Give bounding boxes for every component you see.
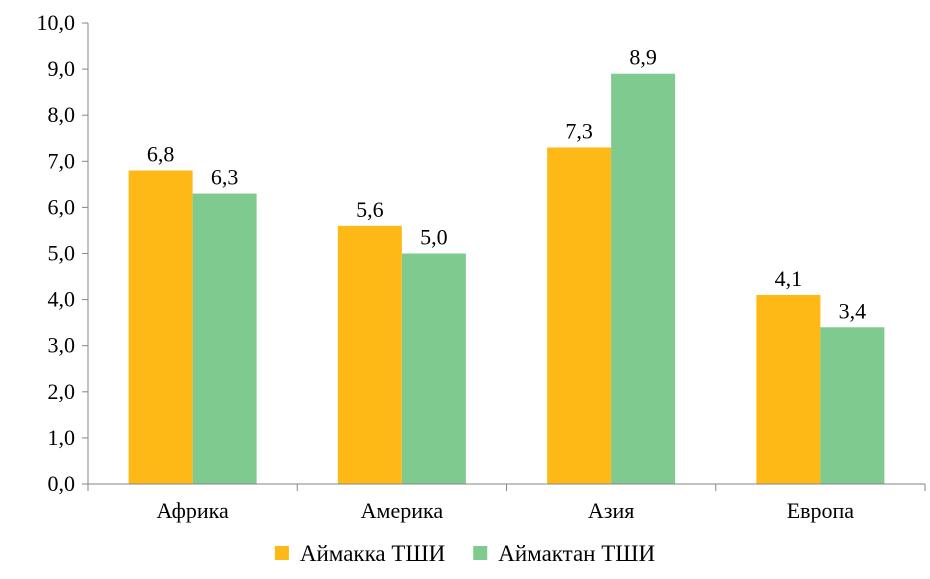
- bar: [611, 73, 676, 485]
- y-tick-label: 6,0: [48, 194, 76, 219]
- data-label: 3,4: [839, 298, 867, 323]
- x-tick-label: Азия: [588, 498, 634, 523]
- data-label: 8,9: [629, 45, 657, 70]
- x-tick-label: Европа: [787, 498, 855, 523]
- y-tick-label: 1,0: [48, 425, 76, 450]
- legend-item: Аймакка ТШИ: [274, 541, 445, 566]
- data-label: 4,1: [775, 266, 803, 291]
- bar: [820, 327, 885, 484]
- legend-swatch: [274, 546, 289, 560]
- data-label: 7,3: [565, 118, 593, 143]
- data-label: 5,0: [420, 225, 448, 250]
- y-tick-label: 2,0: [48, 379, 76, 404]
- y-tick-label: 8,0: [48, 102, 76, 127]
- y-axis: 0,0 1,0 2,0 3,0 4,0 5,0 6,0 7,0 8,0 9,0 10,0: [37, 10, 89, 496]
- x-axis: Африка Америка Азия Европа: [87, 483, 926, 523]
- data-label: 5,6: [356, 197, 384, 222]
- bar: [192, 193, 257, 484]
- legend-label: Аймакка ТШИ: [300, 541, 445, 566]
- bar: [547, 147, 612, 484]
- bar: [756, 294, 821, 484]
- y-tick-label: 5,0: [48, 241, 76, 266]
- legend-swatch: [473, 546, 488, 560]
- bars: 6,8 5,6 7,3 4,1 6,3 5,0 8,9 3,4: [128, 45, 885, 485]
- y-tick-label: 4,0: [48, 287, 76, 312]
- y-tick-label: 7,0: [48, 148, 76, 173]
- y-tick-label: 9,0: [48, 56, 76, 81]
- x-tick-label: Америка: [361, 498, 444, 523]
- bar: [337, 225, 402, 484]
- legend-label: Аймактан ТШИ: [498, 541, 655, 566]
- bar: [401, 253, 466, 484]
- y-tick-label: 3,0: [48, 333, 76, 358]
- legend: Аймакка ТШИ Аймактан ТШИ: [274, 541, 655, 566]
- legend-item: Аймактан ТШИ: [473, 541, 655, 566]
- data-label: 6,3: [211, 165, 239, 190]
- x-tick-label: Африка: [157, 498, 229, 523]
- y-tick-label: 10,0: [37, 10, 76, 35]
- bar: [128, 170, 193, 484]
- y-tick-label: 0,0: [48, 471, 76, 496]
- data-label: 6,8: [147, 142, 175, 167]
